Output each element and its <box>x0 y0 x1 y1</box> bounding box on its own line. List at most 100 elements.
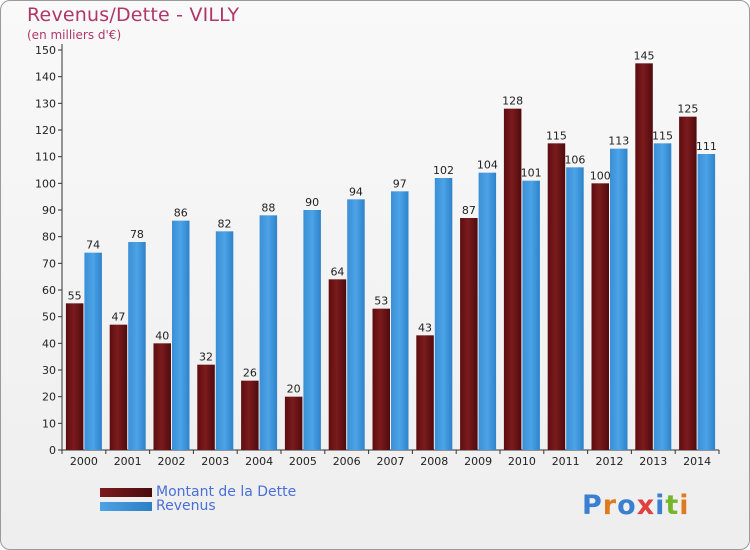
bar-revenus <box>84 252 102 450</box>
y-tick-label: 30 <box>42 364 56 377</box>
y-tick-label: 130 <box>35 97 56 110</box>
x-tick-label: 2012 <box>596 455 624 468</box>
bar-dette <box>197 364 215 450</box>
y-tick-label: 120 <box>35 124 56 137</box>
bar-revenus <box>391 191 409 451</box>
bar-dette <box>591 183 609 451</box>
data-label-dette: 32 <box>199 351 213 364</box>
data-label-revenus: 94 <box>349 185 363 198</box>
data-label-dette: 100 <box>590 169 611 182</box>
y-tick-label: 110 <box>35 151 56 164</box>
legend-swatch-revenus <box>100 501 152 511</box>
logo-letter: o <box>617 490 637 521</box>
chart-title: Revenus/Dette - VILLY <box>27 4 240 26</box>
data-label-revenus: 97 <box>393 177 407 190</box>
data-label-dette: 125 <box>677 103 698 116</box>
x-tick-label: 2006 <box>333 455 361 468</box>
x-tick-label: 2007 <box>377 455 405 468</box>
bar-dette <box>547 143 566 451</box>
x-tick-label: 2001 <box>114 455 142 468</box>
x-tick-label: 2014 <box>683 455 711 468</box>
y-tick-label: 100 <box>35 177 56 190</box>
y-tick-label: 90 <box>42 204 56 217</box>
bar-dette <box>241 380 259 450</box>
bar-dette <box>460 218 478 450</box>
bar-revenus <box>522 180 540 450</box>
bar-dette <box>153 343 171 450</box>
bar-revenus <box>347 199 365 450</box>
data-label-dette: 87 <box>462 204 476 217</box>
proxiti-logo: Proxiti <box>582 490 690 521</box>
bar-dette <box>679 116 697 451</box>
x-tick-label: 2010 <box>508 455 536 468</box>
logo-letter: t <box>665 490 680 521</box>
bar-dette <box>328 279 347 450</box>
bar-dette <box>65 303 84 450</box>
legend-swatch-dette <box>100 487 152 497</box>
bar-revenus <box>215 231 234 450</box>
bar-revenus <box>610 148 628 450</box>
bar-revenus <box>434 178 453 450</box>
legend-item-dette: Montant de la Dette <box>100 484 297 500</box>
bar-revenus <box>172 220 190 450</box>
x-tick-label: 2002 <box>158 455 186 468</box>
logo-letter: i <box>655 490 666 521</box>
data-label-dette: 53 <box>374 295 388 308</box>
data-label-dette: 47 <box>111 311 125 324</box>
bar-revenus <box>478 172 497 450</box>
data-label-revenus: 88 <box>261 201 275 214</box>
bar-revenus <box>697 154 716 450</box>
x-tick-label: 2013 <box>639 455 667 468</box>
data-label-dette: 145 <box>634 49 655 62</box>
bar-revenus <box>128 242 146 450</box>
y-tick-label: 60 <box>42 284 56 297</box>
data-label-revenus: 74 <box>86 239 100 252</box>
data-label-revenus: 78 <box>130 228 144 241</box>
x-tick-label: 2003 <box>201 455 229 468</box>
bar-dette <box>635 63 653 450</box>
legend: Montant de la Dette Revenus <box>100 484 297 514</box>
y-tick-label: 150 <box>35 44 56 57</box>
legend-label-dette: Montant de la Dette <box>156 484 297 500</box>
data-label-dette: 43 <box>418 321 432 334</box>
y-tick-label: 40 <box>42 337 56 350</box>
data-label-dette: 40 <box>155 329 169 342</box>
x-tick-label: 2000 <box>70 455 98 468</box>
logo-letter: x <box>636 490 656 521</box>
data-label-dette: 55 <box>68 289 82 302</box>
legend-label-revenus: Revenus <box>156 498 216 514</box>
bar-revenus <box>259 215 278 450</box>
bar-dette <box>503 108 522 451</box>
bar-revenus <box>303 210 321 450</box>
data-label-revenus: 90 <box>305 196 319 209</box>
y-tick-label: 20 <box>42 391 56 404</box>
logo-letter: P <box>582 490 603 521</box>
data-label-revenus: 106 <box>564 153 585 166</box>
data-label-dette: 26 <box>243 367 257 380</box>
x-tick-label: 2009 <box>464 455 492 468</box>
bar-revenus <box>566 167 584 451</box>
bar-dette <box>372 308 390 450</box>
y-tick-label: 10 <box>42 417 56 430</box>
logo-letter: r <box>602 490 618 521</box>
data-label-revenus: 113 <box>608 135 629 148</box>
bar-dette <box>284 396 303 450</box>
data-label-revenus: 101 <box>521 167 542 180</box>
data-label-dette: 128 <box>502 95 523 108</box>
x-tick-label: 2008 <box>420 455 448 468</box>
y-tick-label: 80 <box>42 231 56 244</box>
y-tick-label: 0 <box>49 444 56 457</box>
y-tick-label: 70 <box>42 257 56 270</box>
chart-subtitle: (en milliers d'€) <box>27 28 122 42</box>
data-label-revenus: 115 <box>652 129 673 142</box>
data-label-revenus: 102 <box>433 164 454 177</box>
data-label-dette: 64 <box>330 265 344 278</box>
data-label-dette: 20 <box>287 383 301 396</box>
bar-dette <box>109 324 128 450</box>
data-label-revenus: 82 <box>218 217 232 230</box>
y-tick-label: 140 <box>35 71 56 84</box>
legend-item-revenus: Revenus <box>100 498 296 514</box>
bar-dette <box>416 335 434 450</box>
y-tick-label: 50 <box>42 311 56 324</box>
